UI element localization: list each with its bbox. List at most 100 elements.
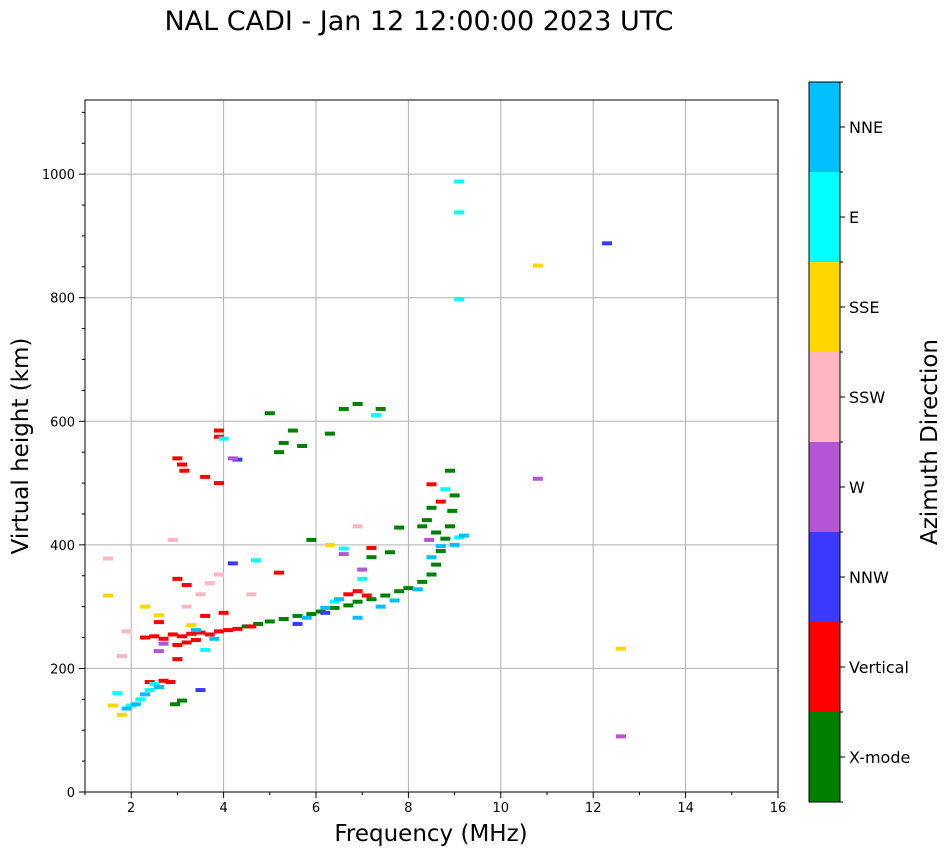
data-point-nne — [376, 605, 386, 609]
data-point-ssw — [122, 629, 132, 633]
data-point-vertical — [353, 589, 363, 593]
colorbar-label-nne: NNE — [849, 118, 883, 137]
data-point-x-mode — [293, 614, 303, 618]
data-point-sse — [325, 543, 335, 547]
data-point-nnw — [196, 688, 206, 692]
data-point-x-mode — [380, 594, 390, 598]
data-point-x-mode — [417, 580, 427, 584]
data-point-vertical — [362, 594, 372, 598]
data-point-x-mode — [436, 549, 446, 553]
data-point-x-mode — [170, 702, 180, 706]
data-point-x-mode — [447, 509, 457, 513]
data-point-x-mode — [353, 402, 363, 406]
data-point-vertical — [140, 636, 150, 640]
data-point-nne — [320, 606, 330, 610]
data-point-x-mode — [403, 586, 413, 590]
data-point-x-mode — [306, 612, 316, 616]
colorbar-label-e: E — [849, 208, 859, 227]
data-point-ssw — [182, 605, 192, 609]
data-point-w — [424, 538, 434, 542]
x-tick-label: 10 — [493, 801, 510, 816]
data-point-vertical — [246, 624, 256, 628]
data-point-vertical — [159, 637, 169, 641]
data-point-x-mode — [297, 444, 307, 448]
data-point-vertical — [172, 456, 182, 460]
colorbar-swatch — [809, 532, 840, 622]
data-point-e — [145, 688, 155, 692]
data-point-sse — [140, 605, 150, 609]
colorbar-label-sse: SSE — [849, 298, 879, 317]
data-point-vertical — [172, 577, 182, 581]
data-point-e — [112, 691, 122, 695]
y-tick-label: 800 — [50, 292, 75, 307]
data-point-vertical — [182, 583, 192, 587]
data-point-nnw — [293, 622, 303, 626]
data-point-nne — [413, 587, 423, 591]
data-point-vertical — [186, 632, 196, 636]
data-point-e — [339, 547, 349, 551]
colorbar-swatch — [809, 442, 840, 532]
data-point-sse — [103, 594, 113, 598]
y-axis: 0 200 400 600 800 1000 — [42, 112, 85, 801]
data-point-x-mode — [450, 493, 460, 497]
data-point-vertical — [427, 482, 437, 486]
data-point-sse — [616, 647, 626, 651]
y-tick-label: 400 — [50, 539, 75, 554]
data-point-vertical — [214, 481, 224, 485]
colorbar-swatch — [809, 82, 840, 172]
x-tick-label: 2 — [127, 801, 135, 816]
data-point-sse — [108, 704, 118, 708]
colorbar-swatch — [809, 352, 840, 442]
grid-lines — [85, 100, 778, 792]
data-point-nne — [131, 702, 141, 706]
data-point-nne — [353, 616, 363, 620]
data-point-e — [440, 487, 450, 491]
data-point-ssw — [117, 654, 127, 658]
data-point-x-mode — [431, 563, 441, 567]
data-point-vertical — [219, 611, 229, 615]
data-point-w — [616, 734, 626, 738]
data-point-nne — [140, 692, 150, 696]
data-point-w — [339, 552, 349, 556]
data-point-vertical — [172, 643, 182, 647]
data-point-w — [357, 568, 367, 572]
data-point-x-mode — [265, 411, 275, 415]
data-point-x-mode — [427, 573, 437, 577]
data-point-vertical — [200, 475, 210, 479]
data-point-vertical — [205, 632, 215, 636]
data-point-x-mode — [343, 603, 353, 607]
x-tick-label: 8 — [404, 801, 412, 816]
data-point-nne — [334, 597, 344, 601]
x-tick-label: 12 — [585, 801, 602, 816]
x-axis: 2 4 6 8 10 12 14 16 — [85, 792, 786, 816]
data-point-x-mode — [279, 441, 289, 445]
x-tick-label: 6 — [312, 801, 320, 816]
x-axis-label: Frequency (MHz) — [334, 821, 527, 847]
data-point-x-mode — [440, 537, 450, 541]
data-point-ssw — [205, 581, 215, 585]
data-point-vertical — [214, 629, 224, 633]
data-point-e — [219, 437, 229, 441]
data-point-x-mode — [279, 617, 289, 621]
data-point-vertical — [436, 500, 446, 504]
data-point-x-mode — [353, 600, 363, 604]
y-tick-label: 200 — [50, 662, 75, 677]
data-point-e — [454, 180, 464, 184]
data-point-ssw — [353, 524, 363, 528]
data-point-x-mode — [376, 407, 386, 411]
colorbar: X-mode Vertical NNW W SSW SSE E NNE — [809, 82, 910, 802]
data-point-sse — [117, 713, 127, 717]
data-point-x-mode — [339, 407, 349, 411]
data-point-ssw — [103, 556, 113, 560]
data-point-vertical — [191, 638, 201, 642]
data-point-nne — [390, 598, 400, 602]
data-point-x-mode — [288, 429, 298, 433]
data-point-ssw — [168, 538, 178, 542]
y-tick-label: 1000 — [42, 168, 75, 183]
data-point-nne — [450, 543, 460, 547]
data-point-e — [454, 297, 464, 301]
data-point-nne — [427, 555, 437, 559]
data-point-vertical — [274, 571, 284, 575]
data-points — [103, 180, 626, 739]
data-point-ssw — [246, 592, 256, 596]
